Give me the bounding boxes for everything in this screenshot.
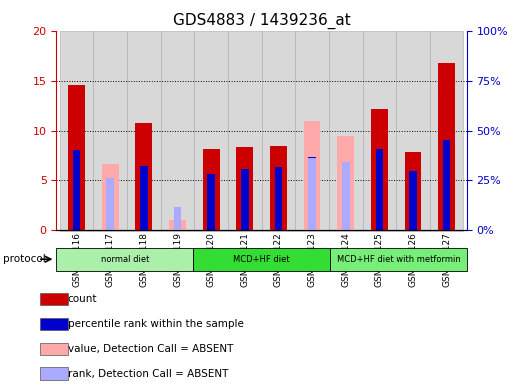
Text: count: count <box>68 294 97 304</box>
Text: MCD+HF diet: MCD+HF diet <box>233 255 290 264</box>
Bar <box>93 31 127 231</box>
Text: normal diet: normal diet <box>101 255 149 264</box>
Bar <box>60 31 93 231</box>
Text: percentile rank within the sample: percentile rank within the sample <box>68 319 244 329</box>
Bar <box>40 343 68 355</box>
Bar <box>73 149 81 230</box>
Bar <box>342 162 349 230</box>
Bar <box>193 248 330 271</box>
Bar <box>371 109 388 230</box>
Bar <box>308 157 316 230</box>
Bar <box>236 147 253 230</box>
Bar <box>338 136 354 230</box>
Bar <box>342 162 349 230</box>
Bar <box>140 166 148 230</box>
Bar <box>376 149 383 230</box>
Text: protocol: protocol <box>3 254 45 264</box>
Bar <box>405 152 421 230</box>
Bar <box>262 31 295 231</box>
Text: value, Detection Call = ABSENT: value, Detection Call = ABSENT <box>68 344 233 354</box>
Bar <box>308 157 316 230</box>
Bar <box>102 164 119 230</box>
Bar <box>207 174 215 230</box>
Bar <box>443 139 450 230</box>
Bar <box>228 31 262 231</box>
Bar <box>363 31 396 231</box>
Bar <box>270 146 287 230</box>
Bar <box>174 207 181 230</box>
Bar <box>438 63 455 230</box>
Bar <box>274 167 282 230</box>
Bar <box>135 122 152 230</box>
Bar <box>40 293 68 305</box>
Text: rank, Detection Call = ABSENT: rank, Detection Call = ABSENT <box>68 369 228 379</box>
Bar <box>203 149 220 230</box>
Bar <box>40 318 68 330</box>
Bar <box>396 31 430 231</box>
Bar <box>329 31 363 231</box>
Bar <box>107 179 114 230</box>
Bar <box>430 31 463 231</box>
Bar <box>194 31 228 231</box>
Bar <box>68 84 85 230</box>
Bar <box>241 169 249 230</box>
Text: MCD+HF diet with metformin: MCD+HF diet with metformin <box>337 255 460 264</box>
Bar <box>169 220 186 230</box>
Bar <box>295 31 329 231</box>
Bar <box>56 248 193 271</box>
Bar <box>330 248 467 271</box>
Bar <box>40 367 68 380</box>
Title: GDS4883 / 1439236_at: GDS4883 / 1439236_at <box>173 13 350 29</box>
Bar <box>304 121 321 230</box>
Bar <box>409 172 417 230</box>
Bar <box>127 31 161 231</box>
Bar <box>161 31 194 231</box>
